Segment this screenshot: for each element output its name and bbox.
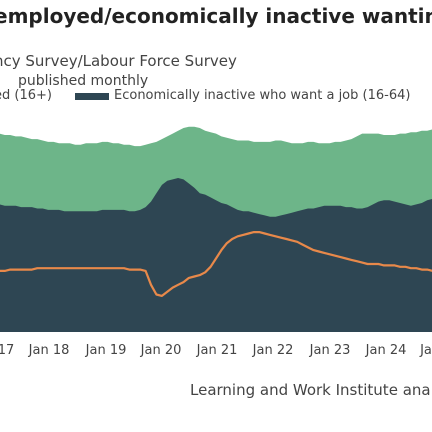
x-tick-label: 17 — [0, 343, 14, 358]
chart-subtitle: ncy Survey/Labour Force Survey — [0, 52, 237, 70]
x-tick-label: Jan 19 — [85, 343, 127, 358]
x-tick-label: Jan 24 — [365, 343, 407, 358]
x-tick-label: Jan 22 — [252, 343, 294, 358]
x-tick-label: Ja — [419, 343, 432, 358]
chart-source: Learning and Work Institute ana — [190, 381, 431, 399]
plot-lines — [0, 231, 432, 297]
legend-label-inactive: Economically inactive who want a job (16… — [114, 88, 411, 103]
x-tick-label: Jan 20 — [140, 343, 182, 358]
series-line-third — [0, 231, 432, 297]
chart-title: employed/economically inactive wanting — [0, 4, 432, 28]
legend-label-unemployed: ed (16+) — [0, 88, 52, 103]
x-tick-label: Jan 18 — [28, 343, 70, 358]
x-tick-label: Jan 23 — [309, 343, 351, 358]
plot-areas — [0, 126, 432, 332]
series-area-unemployed — [0, 178, 432, 332]
x-axis-ticks: 17 Jan 18 Jan 19 Jan 20 Jan 21 Jan 22 Jan 23 Ja… — [0, 343, 432, 358]
chart-note: published monthly — [18, 73, 149, 89]
legend-swatch-inactive — [75, 93, 109, 100]
x-tick-label: Jan 21 — [196, 343, 238, 358]
